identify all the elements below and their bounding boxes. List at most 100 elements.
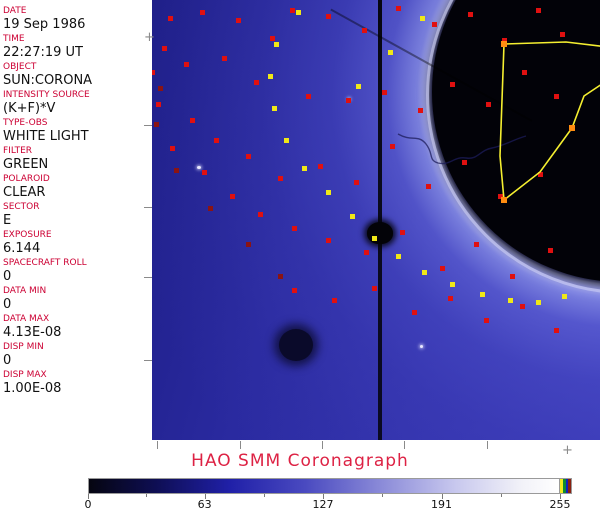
overlay-marker-red — [162, 46, 167, 51]
coronagraph-image[interactable] — [152, 0, 600, 440]
metadata-key: DISP MAX — [3, 370, 47, 380]
overlay-marker-red — [152, 70, 155, 75]
overlay-marker-red — [318, 164, 323, 169]
axis-tick-left — [144, 207, 152, 208]
overlay-marker-red — [554, 328, 559, 333]
overlay-marker-red — [254, 80, 259, 85]
metadata-value: 0 — [3, 269, 12, 284]
colorbar-tick — [560, 494, 561, 499]
overlay-marker-red — [170, 146, 175, 151]
colorbar-tail-swatch — [565, 479, 569, 493]
metadata-key: SPACECRAFT ROLL — [3, 258, 87, 268]
overlay-marker-red — [382, 90, 387, 95]
axis-tick-bottom — [404, 441, 405, 449]
colorbar-tick-minor — [382, 494, 384, 497]
overlay-marker-red — [202, 170, 207, 175]
overlay-marker-dim — [208, 206, 213, 211]
overlay-marker-red — [214, 138, 219, 143]
overlay-marker-red — [498, 194, 503, 199]
overlay-marker-red — [190, 118, 195, 123]
overlay-marker-red — [560, 32, 565, 37]
colorbar-tick-minor — [263, 494, 265, 497]
colorbar-tick-label: 0 — [84, 498, 92, 511]
overlay-marker-yellow — [562, 294, 567, 299]
metadata-value: CLEAR — [3, 185, 46, 200]
metadata-value: GREEN — [3, 157, 49, 172]
colorbar-tick — [204, 494, 206, 499]
overlay-marker-red — [548, 248, 553, 253]
axis-tick-plus-icon: + — [562, 443, 573, 458]
overlay-marker-red — [448, 296, 453, 301]
metadata-value: E — [3, 213, 12, 228]
overlay-marker-red — [292, 226, 297, 231]
overlay-marker-red — [306, 94, 311, 99]
overlay-marker-yellow — [272, 106, 277, 111]
occulter-center-blob — [367, 222, 393, 244]
metadata-key: DATE — [3, 6, 27, 16]
colorbar-tick-label: 63 — [197, 498, 212, 511]
overlay-marker-dim — [174, 168, 179, 173]
metadata-value: WHITE LIGHT — [3, 129, 89, 144]
metadata-value: SUN:CORONA — [3, 73, 93, 88]
overlay-marker-red — [486, 102, 491, 107]
axis-tick-plus-icon: + — [144, 30, 155, 45]
metadata-key: TIME — [3, 34, 25, 44]
overlay-marker-red — [396, 6, 401, 11]
overlay-marker-dim — [246, 242, 251, 247]
axis-tick-left — [144, 277, 152, 278]
metadata-field: DATE 19 Sep 1986 — [3, 6, 140, 33]
overlay-marker-red — [270, 36, 275, 41]
overlay-marker-yellow — [396, 254, 401, 259]
colorbar-tick-label: 255 — [549, 498, 571, 511]
overlay-marker-red — [354, 180, 359, 185]
metadata-field: TIME 22:27:19 UT — [3, 34, 140, 61]
colorbar-tick-minor — [146, 494, 148, 497]
overlay-marker-red — [246, 154, 251, 159]
overlay-marker-red — [372, 286, 377, 291]
metadata-value: 6.144 — [3, 241, 41, 256]
overlay-marker-yellow — [296, 10, 301, 15]
metadata-key: POLAROID — [3, 174, 50, 184]
metadata-field: SECTOR E — [3, 202, 140, 229]
overlay-marker-yellow — [302, 166, 307, 171]
metadata-field: SPACECRAFT ROLL 0 — [3, 258, 140, 285]
metadata-field: DISP MIN 0 — [3, 342, 140, 369]
metadata-key: FILTER — [3, 146, 33, 156]
metadata-panel: DATE 19 Sep 1986 TIME 22:27:19 UT OBJECT SUN:… — [0, 0, 140, 446]
metadata-field: POLAROID CLEAR — [3, 174, 140, 201]
metadata-value: 22:27:19 UT — [3, 45, 83, 60]
overlay-marker-yellow — [508, 298, 513, 303]
colorbar-tick-labels: 0 63 127 191 255 — [0, 498, 600, 512]
dark-artifact-spot — [279, 329, 313, 361]
overlay-marker-red — [462, 160, 467, 165]
colorbar-tail-swatch — [568, 479, 571, 493]
overlay-marker-red — [522, 70, 527, 75]
overlay-marker-red — [346, 98, 351, 103]
overlay-marker-dim — [154, 122, 159, 127]
colorbar[interactable] — [88, 478, 572, 494]
colorbar-tail-colors — [560, 478, 572, 494]
colorbar-tick-label: 191 — [431, 498, 453, 511]
overlay-marker-red — [184, 62, 189, 67]
overlay-marker-red — [278, 176, 283, 181]
overlay-marker-red — [432, 22, 437, 27]
overlay-marker-yellow — [284, 138, 289, 143]
metadata-field: DATA MAX 4.13E-08 — [3, 314, 140, 341]
metadata-value: 0 — [3, 297, 12, 312]
metadata-value: (K+F)*V — [3, 101, 56, 116]
overlay-marker-red — [222, 56, 227, 61]
colorbar-tail-swatch — [560, 479, 563, 493]
overlay-marker-yellow — [536, 300, 541, 305]
overlay-marker-yellow — [356, 84, 361, 89]
overlay-marker-yellow — [480, 292, 485, 297]
overlay-marker-dim — [278, 274, 283, 279]
metadata-key: DISP MIN — [3, 342, 44, 352]
overlay-marker-yellow — [450, 282, 455, 287]
overlay-marker-red — [418, 108, 423, 113]
metadata-field: OBJECT SUN:CORONA — [3, 62, 140, 89]
overlay-marker-red — [412, 310, 417, 315]
overlay-marker-red — [538, 172, 543, 177]
metadata-field: DISP MAX 1.00E-08 — [3, 370, 140, 397]
colorbar-tick — [441, 494, 443, 499]
